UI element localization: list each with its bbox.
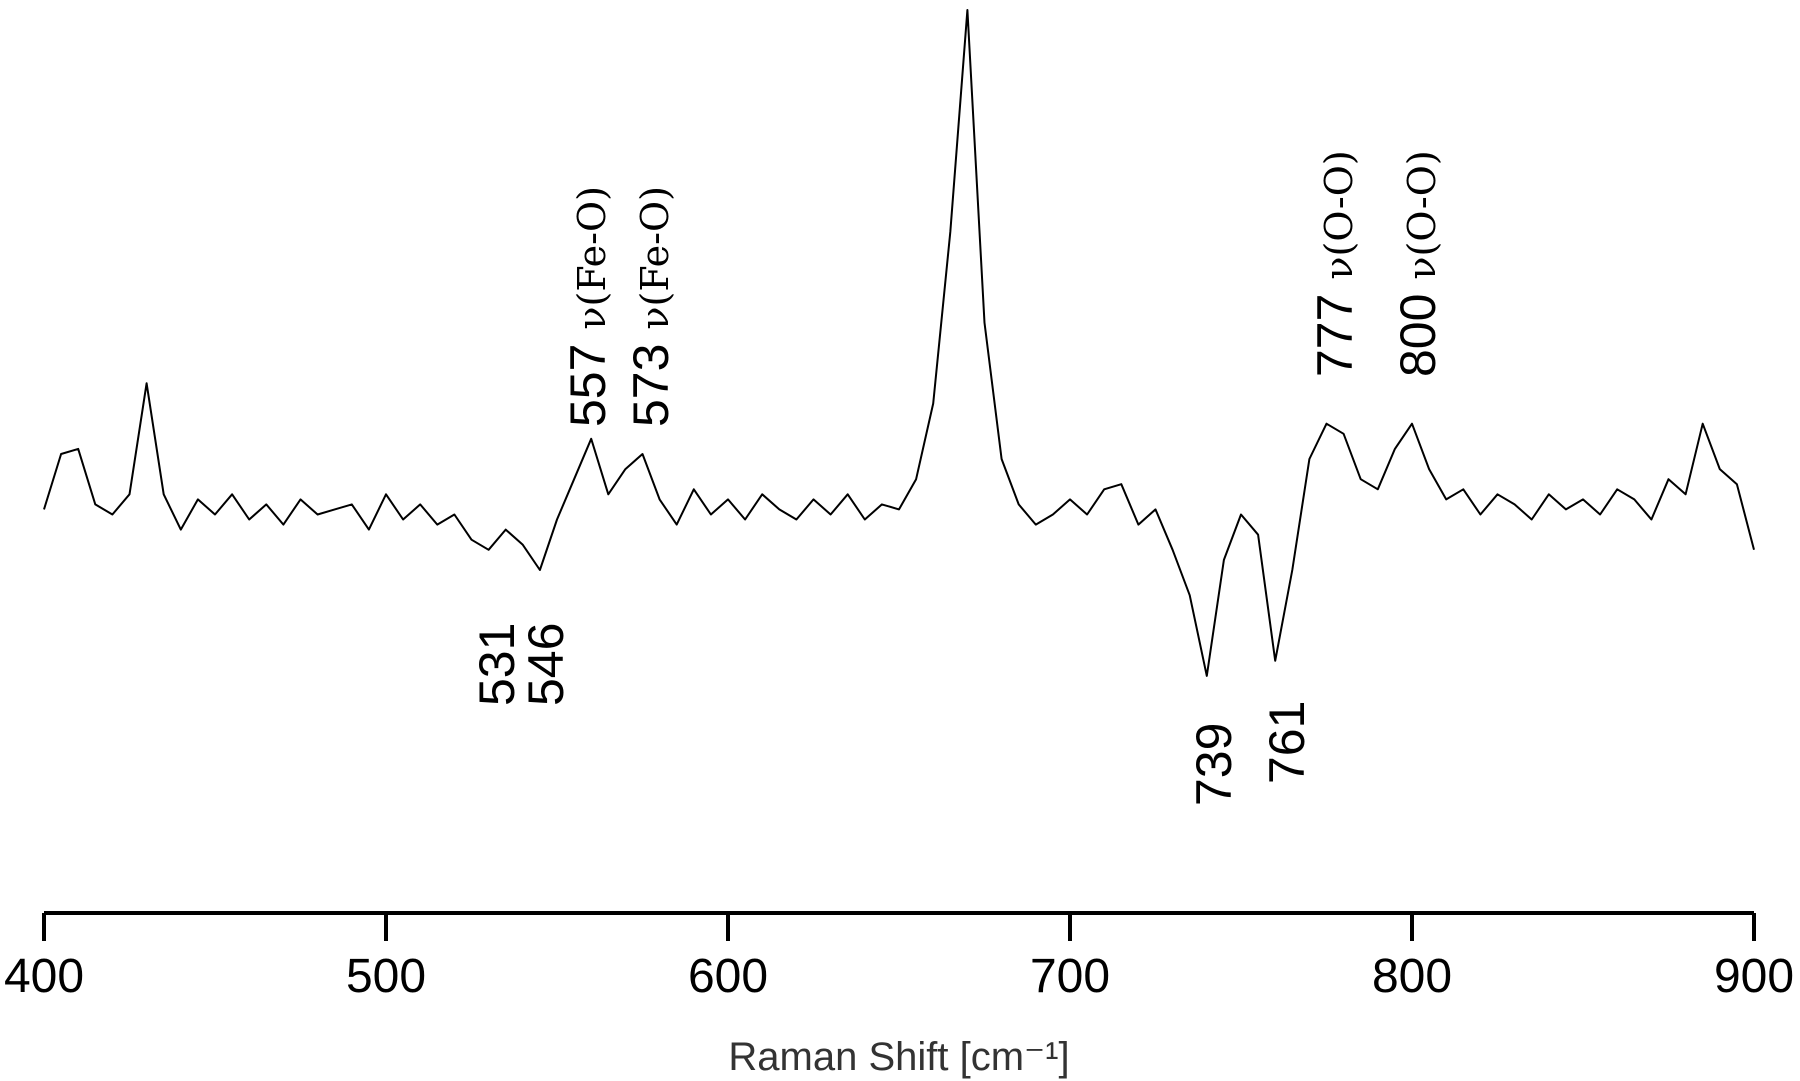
peak-annotation: 557 ν(Fe-O)	[560, 186, 616, 427]
peak-annotation: 531	[469, 623, 525, 706]
peak-label: 800	[1390, 294, 1446, 377]
peak-label: 739	[1186, 723, 1242, 806]
x-tick-label: 500	[346, 950, 426, 1003]
peak-annotation: 546	[518, 623, 574, 706]
peak-label: 557	[560, 344, 616, 427]
x-tick-label: 800	[1372, 950, 1452, 1003]
peak-annotation: 777 ν(O-O)	[1307, 150, 1363, 377]
x-tick-label: 700	[1030, 950, 1110, 1003]
peak-annotation: 573 ν(Fe-O)	[623, 186, 679, 427]
x-tick-label: 400	[4, 950, 84, 1003]
peak-label: 761	[1259, 701, 1315, 784]
peak-note: ν(O-O)	[1400, 150, 1444, 279]
peak-annotation: 739	[1186, 723, 1242, 806]
peak-note: ν(O-O)	[1317, 150, 1361, 279]
peak-label: 777	[1307, 294, 1363, 377]
spectrum-line	[43, 9, 1755, 677]
peak-annotation: 761	[1259, 701, 1315, 784]
peak-annotation: 800 ν(O-O)	[1390, 150, 1446, 377]
peak-label: 546	[518, 623, 574, 706]
x-tick-label: 900	[1714, 950, 1794, 1003]
peak-note: ν(Fe-O)	[570, 186, 614, 330]
x-tick-label: 600	[688, 950, 768, 1003]
peak-label: 573	[623, 344, 679, 427]
peak-note: ν(Fe-O)	[633, 186, 677, 330]
peak-label: 531	[469, 623, 525, 706]
x-axis-title: Raman Shift [cm⁻¹]	[728, 1035, 1069, 1079]
